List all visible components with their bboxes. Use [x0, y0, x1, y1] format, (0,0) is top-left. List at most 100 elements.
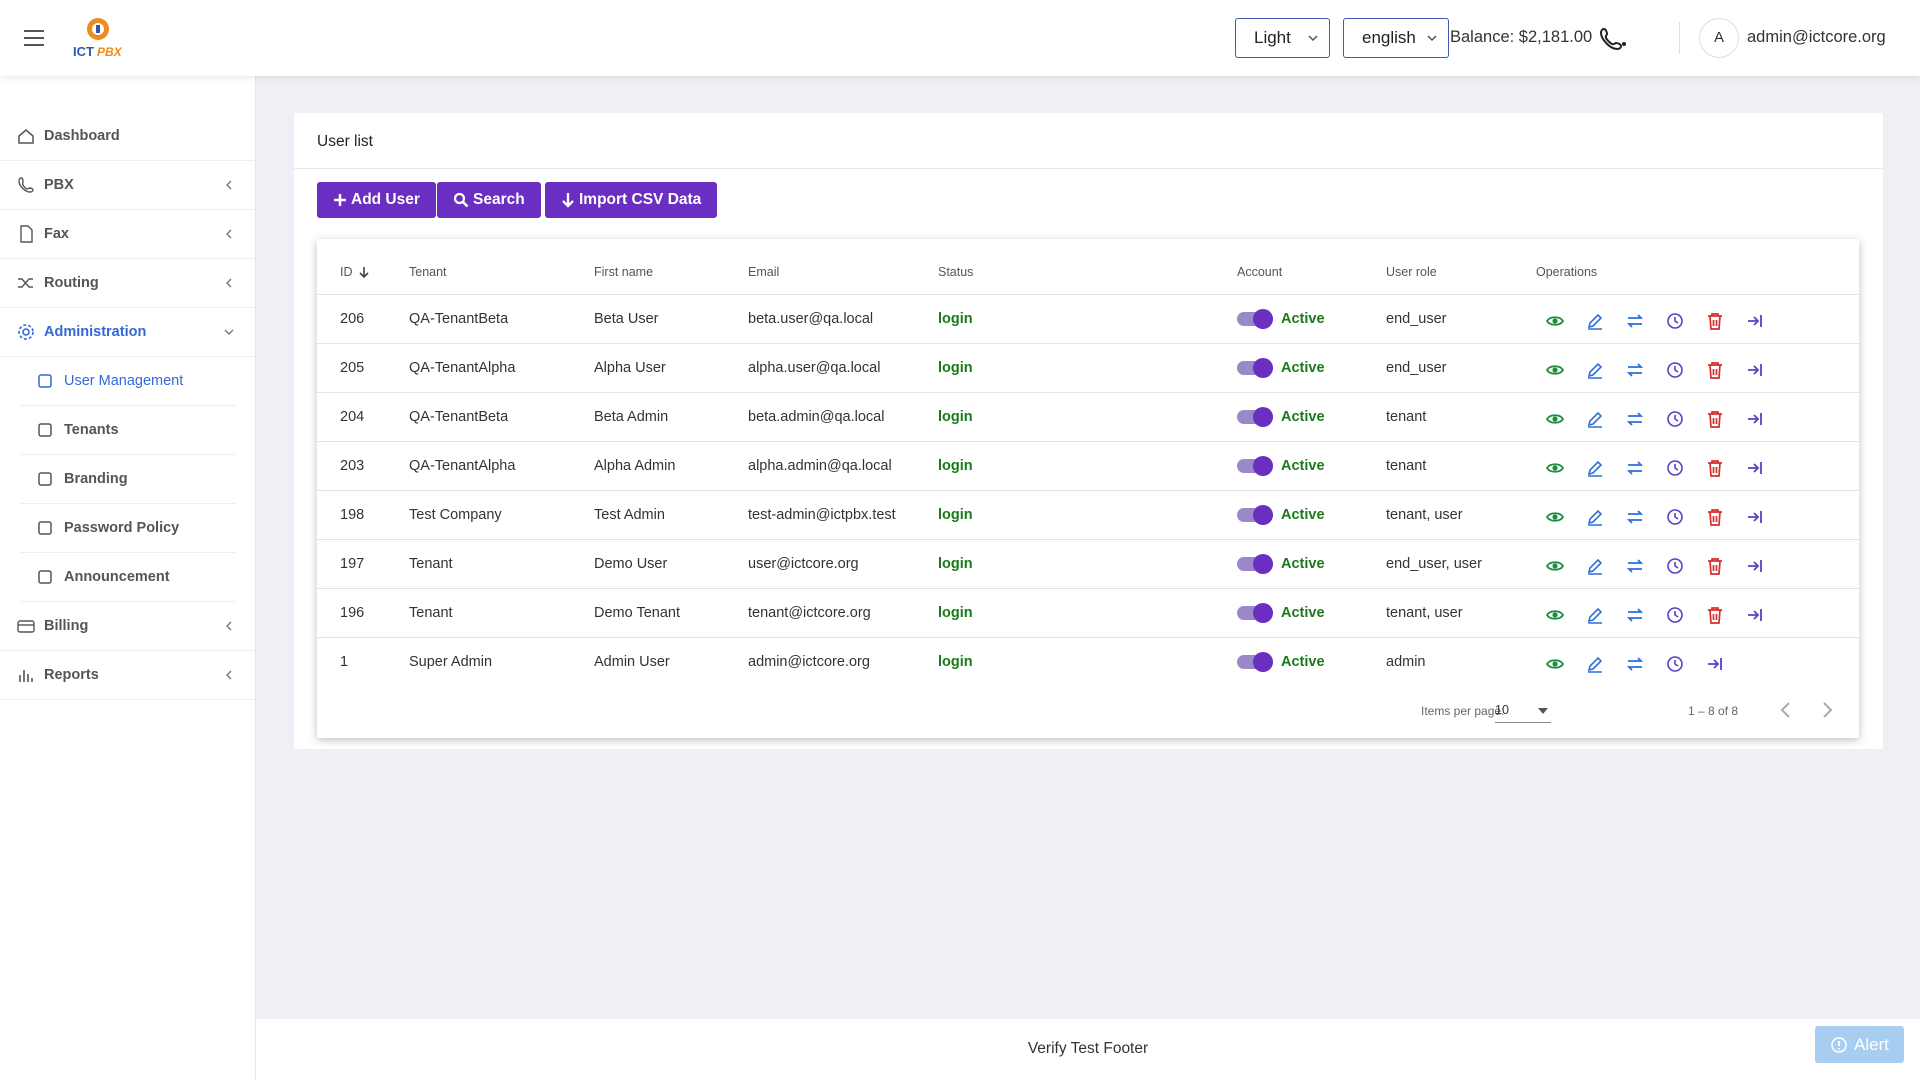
nav-icon — [38, 521, 52, 535]
nav-subitem[interactable]: Tenants — [20, 406, 236, 455]
nav-item[interactable]: PBX — [0, 161, 256, 210]
nav-item[interactable]: Administration — [0, 308, 256, 357]
edit-icon[interactable] — [1586, 312, 1604, 330]
nav-item[interactable]: Dashboard — [0, 112, 256, 161]
nav-subitem[interactable]: Branding — [20, 455, 236, 504]
edit-icon[interactable] — [1586, 361, 1604, 379]
nav-label: Billing — [44, 618, 89, 634]
phone-icon[interactable] — [1600, 26, 1628, 50]
history-icon[interactable] — [1666, 606, 1684, 624]
delete-icon[interactable] — [1706, 459, 1724, 477]
history-icon[interactable] — [1666, 508, 1684, 526]
table-cell: tenant, user — [1386, 507, 1463, 523]
account-toggle[interactable] — [1237, 407, 1273, 427]
sidebar: Dashboard PBX Fax Routing Administration User… — [0, 76, 256, 1080]
table-cell: QA-TenantAlpha — [409, 360, 516, 376]
search-button[interactable]: Search — [437, 182, 541, 218]
table-cell: Test Company — [409, 507, 502, 523]
nav-subitem[interactable]: Announcement — [20, 553, 236, 602]
history-icon[interactable] — [1666, 655, 1684, 673]
account-toggle[interactable] — [1237, 505, 1273, 525]
delete-icon[interactable] — [1706, 606, 1724, 624]
login-as-icon[interactable] — [1746, 508, 1764, 526]
table-cell: Active — [1281, 605, 1325, 621]
history-icon[interactable] — [1666, 557, 1684, 575]
theme-select[interactable]: Light — [1235, 18, 1330, 58]
account-toggle[interactable] — [1237, 652, 1273, 672]
view-icon[interactable] — [1546, 410, 1564, 428]
login-as-icon[interactable] — [1706, 655, 1724, 673]
nav-item[interactable]: Billing — [0, 602, 256, 651]
nav-icon — [18, 129, 34, 144]
account-toggle[interactable] — [1237, 309, 1273, 329]
nav-item[interactable]: Routing — [0, 259, 256, 308]
login-as-icon[interactable] — [1746, 361, 1764, 379]
history-icon[interactable] — [1666, 361, 1684, 379]
alert-button[interactable]: Alert — [1815, 1026, 1904, 1063]
nav-subitem[interactable]: User Management — [20, 357, 236, 406]
delete-icon[interactable] — [1706, 361, 1724, 379]
import-csv-button[interactable]: Import CSV Data — [545, 182, 718, 218]
login-as-icon[interactable] — [1746, 606, 1764, 624]
transfer-icon[interactable] — [1626, 459, 1644, 477]
transfer-icon[interactable] — [1626, 606, 1644, 624]
history-icon[interactable] — [1666, 312, 1684, 330]
account-toggle[interactable] — [1237, 603, 1273, 623]
table-cell: Active — [1281, 311, 1325, 327]
nav-subitem[interactable]: Password Policy — [20, 504, 236, 553]
edit-icon[interactable] — [1586, 508, 1604, 526]
user-id: 197 — [340, 556, 365, 572]
transfer-icon[interactable] — [1626, 557, 1644, 575]
account-toggle[interactable] — [1237, 554, 1273, 574]
nav-item[interactable]: Reports — [0, 651, 256, 700]
language-select[interactable]: english — [1343, 18, 1449, 58]
previous-page[interactable] — [1779, 701, 1793, 719]
edit-icon[interactable] — [1586, 655, 1604, 673]
avatar[interactable]: A — [1699, 18, 1739, 58]
view-icon[interactable] — [1546, 557, 1564, 575]
menu-button[interactable] — [22, 28, 46, 48]
login-as-icon[interactable] — [1746, 557, 1764, 575]
column-header: Tenant — [409, 265, 447, 279]
chevron — [226, 180, 232, 190]
delete-icon[interactable] — [1706, 312, 1724, 330]
view-icon[interactable] — [1546, 606, 1564, 624]
edit-icon[interactable] — [1586, 606, 1604, 624]
history-icon[interactable] — [1666, 459, 1684, 477]
transfer-icon[interactable] — [1626, 312, 1644, 330]
table-cell: login — [938, 360, 973, 376]
view-icon[interactable] — [1546, 508, 1564, 526]
account-toggle[interactable] — [1237, 456, 1273, 476]
nav-icon — [38, 472, 52, 486]
nav-label: User Management — [64, 373, 184, 389]
view-icon[interactable] — [1546, 361, 1564, 379]
table-cell: end_user, user — [1386, 556, 1482, 572]
nav-item[interactable]: Fax — [0, 210, 256, 259]
transfer-icon[interactable] — [1626, 410, 1644, 428]
history-icon[interactable] — [1666, 410, 1684, 428]
edit-icon[interactable] — [1586, 557, 1604, 575]
login-as-icon[interactable] — [1746, 410, 1764, 428]
login-as-icon[interactable] — [1746, 459, 1764, 477]
items-per-page-select[interactable]: 10 — [1495, 699, 1551, 723]
add-user-button[interactable]: Add User — [317, 182, 436, 218]
delete-icon[interactable] — [1706, 557, 1724, 575]
table-cell: Alpha Admin — [594, 458, 676, 474]
login-as-icon[interactable] — [1746, 312, 1764, 330]
delete-icon[interactable] — [1706, 410, 1724, 428]
view-icon[interactable] — [1546, 655, 1564, 673]
view-icon[interactable] — [1546, 312, 1564, 330]
next-page[interactable] — [1820, 701, 1834, 719]
delete-icon[interactable] — [1706, 508, 1724, 526]
account-toggle[interactable] — [1237, 358, 1273, 378]
view-icon[interactable] — [1546, 459, 1564, 477]
transfer-icon[interactable] — [1626, 655, 1644, 673]
transfer-icon[interactable] — [1626, 361, 1644, 379]
transfer-icon[interactable] — [1626, 508, 1644, 526]
nav-label: Tenants — [64, 422, 119, 438]
edit-icon[interactable] — [1586, 459, 1604, 477]
edit-icon[interactable] — [1586, 410, 1604, 428]
logo[interactable]: ICT PBX — [70, 16, 126, 60]
table-row: 203 QA-TenantAlpha Alpha Admin alpha.admin@… — [317, 442, 1859, 491]
nav-icon — [19, 670, 33, 682]
